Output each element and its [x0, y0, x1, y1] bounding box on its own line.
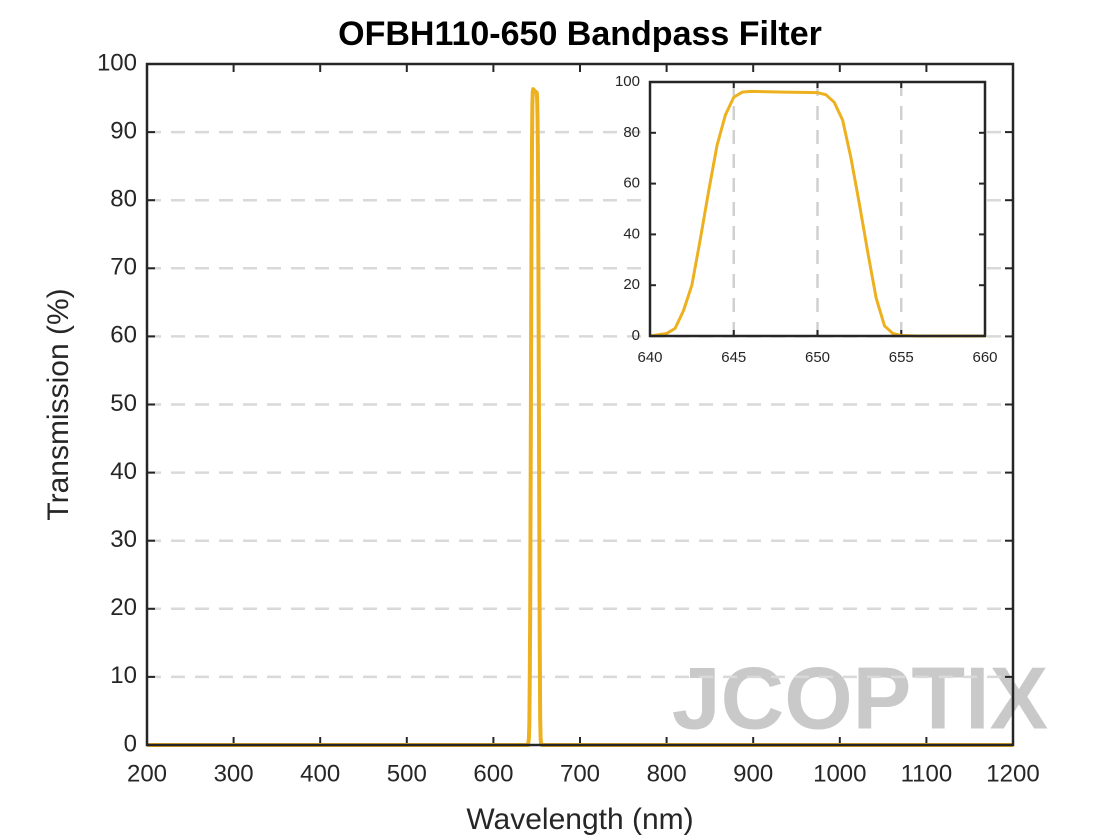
y-tick-label: 80 — [110, 186, 137, 213]
y-tick-label: 0 — [632, 327, 640, 344]
y-tick-label: 40 — [110, 458, 137, 485]
x-axis-label: Wavelength (nm) — [466, 803, 693, 836]
x-tick-label: 1000 — [813, 760, 866, 787]
y-tick-label: 100 — [615, 73, 640, 90]
x-tick-label: 660 — [972, 349, 997, 366]
chart-title: OFBH110-650 Bandpass Filter — [338, 15, 822, 53]
data-line — [649, 89, 985, 338]
x-tick-label: 655 — [889, 349, 914, 366]
y-tick-label: 0 — [124, 730, 137, 757]
y-tick-label: 70 — [110, 254, 137, 281]
x-tick-label: 900 — [733, 760, 773, 787]
x-tick-label: 400 — [300, 760, 340, 787]
x-tick-label: 800 — [647, 760, 687, 787]
x-tick-label: 1200 — [986, 760, 1039, 787]
x-tick-label: 645 — [721, 349, 746, 366]
y-tick-label: 90 — [110, 117, 137, 144]
y-tick-label: 10 — [110, 662, 137, 689]
y-tick-label: 100 — [97, 49, 137, 76]
y-tick-label: 60 — [110, 322, 137, 349]
x-tick-label: 500 — [387, 760, 427, 787]
y-tick-label: 30 — [110, 526, 137, 553]
x-tick-label: 1100 — [901, 760, 953, 787]
watermark: JCOPTIX — [672, 648, 1049, 747]
y-tick-label: 60 — [623, 175, 640, 192]
y-tick-label: 20 — [623, 276, 640, 293]
y-tick-label: 40 — [623, 225, 640, 242]
y-axis-label: Transmission (%) — [42, 288, 75, 520]
x-tick-label: 640 — [637, 349, 662, 366]
axes-box — [145, 62, 1015, 747]
x-tick-label: 650 — [805, 349, 830, 366]
x-tick-label: 300 — [214, 760, 254, 787]
x-tick-label: 700 — [560, 760, 600, 787]
axes-box — [648, 80, 987, 338]
x-tick-label: 600 — [473, 760, 513, 787]
x-tick-label: 200 — [127, 760, 167, 787]
y-tick-label: 20 — [110, 594, 137, 621]
y-tick-label: 50 — [110, 390, 137, 417]
data-line — [147, 87, 1013, 747]
y-tick-label: 80 — [623, 124, 640, 141]
